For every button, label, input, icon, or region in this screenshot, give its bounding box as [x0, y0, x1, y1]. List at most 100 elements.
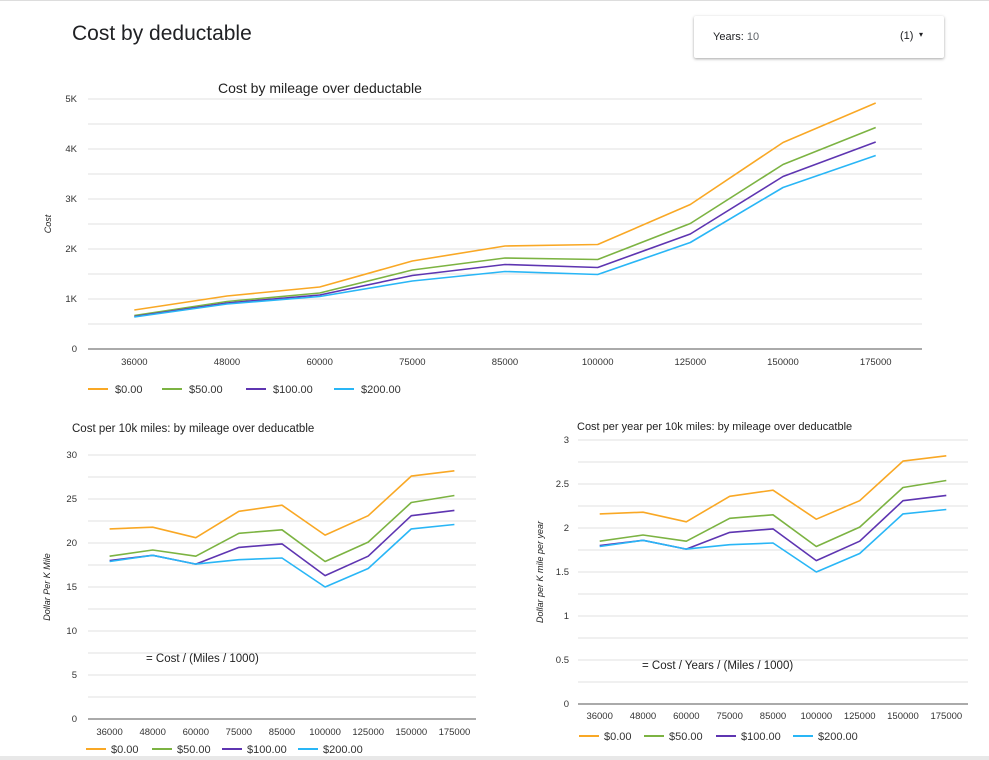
chart-title: Cost per year per 10k miles: by mileage …	[577, 421, 852, 433]
series-line-s200[interactable]	[599, 508, 947, 573]
legend-item-s50[interactable]: $50.00	[644, 731, 703, 743]
x-tick-label: 175000	[860, 357, 892, 368]
y-tick-label: 2	[564, 523, 569, 534]
y-tick-label: 0.5	[556, 655, 569, 666]
top-divider	[0, 0, 989, 1]
y-tick-label: 3K	[65, 194, 77, 205]
x-tick-label: 36000	[96, 727, 122, 738]
legend-label: $100.00	[247, 744, 287, 756]
x-tick-label: 75000	[226, 727, 252, 738]
x-tick-label: 125000	[352, 727, 384, 738]
series-line-s200[interactable]	[134, 154, 876, 318]
y-tick-label: 10	[66, 626, 77, 637]
y-tick-label: 1	[564, 611, 569, 622]
x-tick-label: 85000	[269, 727, 295, 738]
legend-label: $50.00	[669, 731, 703, 743]
y-axis-label: Dollar Per K Mile	[42, 553, 52, 621]
legend-item-s100[interactable]: $100.00	[222, 744, 287, 756]
chart-title: Cost by mileage over deductable	[218, 80, 422, 96]
series-line-s0[interactable]	[134, 102, 877, 311]
legend-item-s50[interactable]: $50.00	[152, 744, 211, 756]
x-tick-label: 125000	[844, 711, 876, 722]
y-tick-label: 15	[66, 582, 77, 593]
gridlines	[88, 454, 476, 698]
status-bar	[0, 756, 989, 760]
x-tick-label: 175000	[930, 711, 962, 722]
formula-annotation: = Cost / Years / (Miles / 1000)	[642, 660, 793, 672]
y-axis-label: Cost	[43, 214, 53, 233]
y-axis-label: Dollar per K mile per year	[535, 520, 545, 623]
y-tick-label: 0	[72, 714, 77, 725]
filter-label-text: Years	[713, 31, 741, 43]
y-tick-label: 25	[66, 494, 77, 505]
y-tick-label: 2K	[65, 244, 77, 255]
x-tick-label: 36000	[586, 711, 612, 722]
series-line-s200[interactable]	[109, 523, 455, 588]
legend-item-s0[interactable]: $0.00	[86, 744, 139, 756]
gridlines	[578, 439, 968, 683]
legend-label: $0.00	[111, 744, 139, 756]
y-tick-label: 3	[564, 435, 569, 446]
series-line-s50[interactable]	[109, 494, 455, 563]
years-filter-dropdown[interactable]: Years: 10 (1) ▾	[694, 16, 944, 58]
x-tick-label: 60000	[183, 727, 209, 738]
x-tick-label: 48000	[630, 711, 656, 722]
y-tick-label: 2.5	[556, 479, 569, 490]
formula-annotation: = Cost / (Miles / 1000)	[146, 653, 259, 665]
page-title: Cost by deductable	[72, 22, 252, 45]
y-tick-label: 5	[72, 670, 77, 681]
legend-label: $0.00	[115, 384, 143, 396]
y-tick-label: 20	[66, 538, 77, 549]
gridlines	[88, 98, 922, 325]
x-tick-label: 100000	[582, 357, 614, 368]
legend-label: $50.00	[177, 744, 211, 756]
x-tick-label: 100000	[309, 727, 341, 738]
y-tick-label: 4K	[65, 144, 77, 155]
chart-title: Cost per 10k miles: by mileage over dedu…	[72, 423, 314, 435]
x-tick-label: 75000	[399, 357, 425, 368]
y-tick-label: 1K	[65, 294, 77, 305]
legend-label: $200.00	[818, 731, 858, 743]
y-tick-label: 30	[66, 450, 77, 461]
series-line-s0[interactable]	[109, 470, 455, 539]
x-tick-label: 175000	[439, 727, 471, 738]
legend-item-s200[interactable]: $200.00	[298, 744, 363, 756]
x-tick-label: 48000	[214, 357, 240, 368]
legend-item-s100[interactable]: $100.00	[716, 731, 781, 743]
series-line-s50[interactable]	[134, 126, 876, 317]
x-tick-label: 60000	[306, 357, 332, 368]
legend-label: $50.00	[189, 384, 223, 396]
y-tick-label: 0	[72, 344, 77, 355]
legend-item-s50[interactable]: $50.00	[162, 384, 223, 396]
y-tick-label: 1.5	[556, 567, 569, 578]
x-tick-label: 36000	[121, 357, 147, 368]
legend-item-s0[interactable]: $0.00	[579, 731, 632, 743]
x-tick-label: 100000	[800, 711, 832, 722]
legend-item-s100[interactable]: $100.00	[246, 384, 313, 396]
x-tick-label: 150000	[767, 357, 799, 368]
legend-label: $200.00	[323, 744, 363, 756]
series-line-s0[interactable]	[599, 455, 947, 523]
y-tick-label: 0	[564, 699, 569, 710]
series-line-s50[interactable]	[599, 479, 947, 548]
chevron-down-icon[interactable]: ▾	[919, 30, 924, 39]
x-tick-label: 125000	[674, 357, 706, 368]
x-tick-label: 48000	[139, 727, 165, 738]
legend-item-s0[interactable]: $0.00	[88, 384, 143, 396]
series-line-s100[interactable]	[134, 141, 876, 318]
x-tick-label: 150000	[395, 727, 427, 738]
x-tick-label: 85000	[760, 711, 786, 722]
x-tick-label: 75000	[716, 711, 742, 722]
legend-item-s200[interactable]: $200.00	[334, 384, 401, 396]
filter-value: 10	[746, 31, 760, 43]
legend-label: $100.00	[741, 731, 781, 743]
filter-label: Years: 10	[713, 31, 760, 43]
y-tick-label: 5K	[65, 94, 77, 105]
legend-item-s200[interactable]: $200.00	[793, 731, 858, 743]
